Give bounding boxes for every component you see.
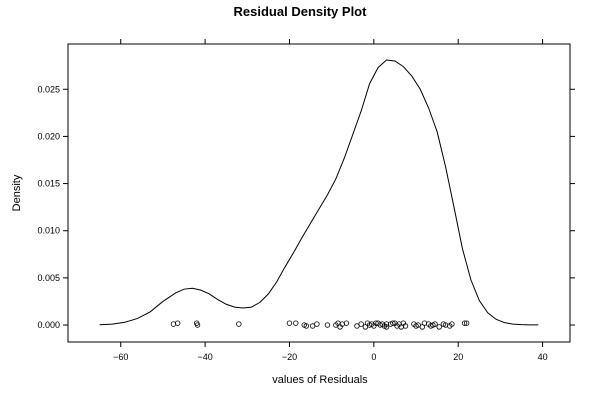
residual-point [343,320,350,326]
residual-point [174,320,181,326]
x-tick-label: −20 [282,352,297,362]
x-tick-label: −40 [197,352,212,362]
y-tick-label: 0.015 [37,179,60,189]
residual-point [402,323,409,329]
x-tick-label: −60 [113,352,128,362]
residual-point [383,324,390,330]
density-curve [99,59,539,326]
residual-point [390,320,396,326]
residual-points [170,320,470,330]
residual-point [303,323,310,329]
chart-title: Residual Density Plot [234,4,368,19]
residual-point [436,324,442,330]
y-tick-label: 0.010 [37,226,60,236]
y-tick-label: 0.020 [37,131,60,141]
plot-frame [67,43,571,343]
y-axis-label: Density [11,174,23,211]
residual-point [358,321,364,327]
residual-point [293,320,299,326]
x-tick-label: 20 [453,352,463,362]
x-axis: −60 −40 −20 0 20 40 [113,39,548,362]
residual-point [461,320,468,326]
residual-point [432,321,438,327]
residual-point [194,322,201,328]
y-axis: 0.000 0.005 0.010 0.015 0.020 0.025 [37,84,575,330]
residual-point [324,322,331,328]
y-tick-label: 0.000 [37,320,60,330]
residual-point [449,321,455,327]
x-tick-label: 0 [371,352,376,362]
residual-point [314,321,320,327]
x-tick-label: 40 [538,352,548,362]
y-tick-label: 0.005 [37,273,60,283]
x-axis-label: values of Residuals [272,374,368,386]
residual-point [236,321,242,327]
residual-point [286,320,293,326]
y-tick-label: 0.025 [37,84,60,94]
residual-point [463,320,470,326]
